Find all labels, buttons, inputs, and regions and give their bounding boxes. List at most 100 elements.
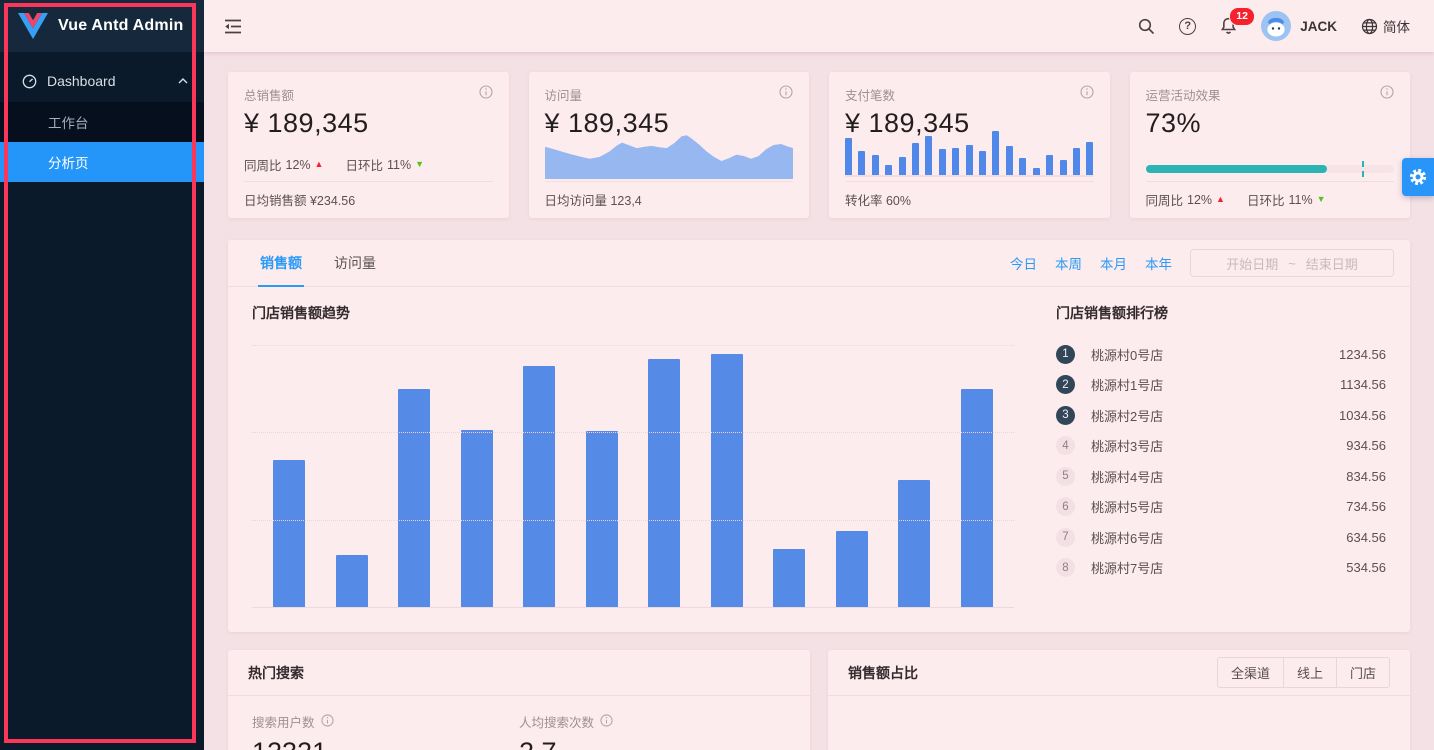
stat-footer: 转化率 60% bbox=[845, 181, 1094, 218]
mini-bar bbox=[858, 150, 866, 175]
store-sales-value: 1034.56 bbox=[1339, 407, 1386, 423]
mini-bar bbox=[845, 137, 852, 175]
bar-chart-bar bbox=[773, 548, 806, 607]
sales-ratio-card: 销售额占比 全渠道 线上 门店 事例五: 9% bbox=[828, 650, 1410, 750]
sales-ratio-title: 销售额占比 bbox=[848, 664, 918, 681]
ranking-row: 3 桃源村2号店 1034.56 bbox=[1056, 400, 1386, 431]
ranking-title: 门店销售额排行榜 bbox=[1056, 305, 1168, 321]
notification-bell-icon[interactable]: 12 bbox=[1220, 7, 1255, 35]
info-icon[interactable] bbox=[779, 85, 793, 102]
activity-progress-bar bbox=[1145, 161, 1394, 177]
store-sales-value: 534.56 bbox=[1346, 560, 1386, 576]
vue-logo-icon bbox=[18, 13, 48, 39]
rank-badge: 6 bbox=[1056, 497, 1075, 517]
filter-this-year[interactable]: 本年 bbox=[1145, 257, 1172, 272]
info-icon[interactable] bbox=[1079, 85, 1094, 102]
ranking-row: 1 桃源村0号店 1234.56 bbox=[1056, 339, 1386, 370]
ranking-row: 8 桃源村7号店 534.56 bbox=[1056, 553, 1386, 584]
info-icon[interactable] bbox=[320, 713, 334, 730]
stat-card-visits: 访问量 ¥ 189,345 日均访问量 123,4 bbox=[528, 72, 809, 218]
app-logo[interactable]: Vue Antd Admin bbox=[0, 0, 204, 52]
segment-online[interactable]: 线上 bbox=[1282, 658, 1336, 687]
info-icon[interactable] bbox=[1380, 85, 1394, 102]
date-range-picker[interactable]: 开始日期 ~ 结束日期 bbox=[1190, 249, 1394, 277]
tab-visits[interactable]: 访问量 bbox=[334, 255, 376, 271]
filter-this-month[interactable]: 本月 bbox=[1100, 257, 1127, 272]
gear-icon bbox=[1408, 167, 1428, 187]
bar-chart-bar bbox=[960, 388, 993, 607]
mini-bar bbox=[992, 131, 1000, 175]
mini-bar bbox=[952, 147, 960, 175]
search-per-user-stat: 人均搜索次数 2.7 71.2 ▼ bbox=[519, 712, 786, 750]
language-label: 简体 bbox=[1383, 20, 1410, 35]
start-date-placeholder: 开始日期 bbox=[1226, 256, 1279, 272]
store-name: 桃源村2号店 bbox=[1091, 408, 1164, 424]
ranking-panel: 门店销售额排行榜 1 桃源村0号店 1234.56 2 桃源村1号店 1134.56 3 桃源… bbox=[1014, 303, 1386, 632]
store-name: 桃源村1号店 bbox=[1091, 378, 1164, 394]
payments-bar-chart bbox=[845, 131, 1094, 177]
ranking-row: 6 桃源村5号店 734.56 bbox=[1056, 492, 1386, 523]
mini-bar bbox=[1046, 155, 1054, 175]
sales-panel: 销售额 访问量 今日 本周 本月 本年 开始日期 ~ 结束日期 门店销售额趋势 bbox=[228, 240, 1410, 632]
mini-bar bbox=[965, 145, 973, 175]
trend-arrow-icon: ▼ bbox=[415, 159, 424, 169]
stat-card-total-sales: 总销售额 ¥ 189,345 同周比 12% ▲ 日环比 bbox=[228, 72, 509, 218]
end-date-placeholder: 结束日期 bbox=[1305, 256, 1358, 272]
help-icon[interactable]: ? bbox=[1179, 17, 1197, 35]
mini-bar bbox=[1005, 146, 1013, 175]
store-name: 桃源村4号店 bbox=[1091, 469, 1164, 485]
sales-tabs-bar: 销售额 访问量 今日 本周 本月 本年 开始日期 ~ 结束日期 bbox=[228, 240, 1410, 287]
segment-stores[interactable]: 门店 bbox=[1335, 658, 1389, 687]
tab-sales[interactable]: 销售额 bbox=[244, 240, 318, 287]
rank-badge: 7 bbox=[1056, 527, 1075, 547]
segment-all-channels[interactable]: 全渠道 bbox=[1230, 666, 1270, 681]
trend-arrow-icon: ▲ bbox=[314, 159, 324, 169]
mini-bar bbox=[1086, 142, 1094, 175]
sidebar-item-label: Dashboard bbox=[47, 73, 116, 89]
main-content: 总销售额 ¥ 189,345 同周比 12% ▲ 日环比 bbox=[204, 52, 1434, 750]
chart-title: 门店销售额趋势 bbox=[252, 305, 350, 321]
bar-chart-bar bbox=[648, 358, 681, 607]
ranking-row: 5 桃源村4号店 834.56 bbox=[1056, 461, 1386, 492]
user-menu[interactable]: JACK bbox=[1261, 11, 1337, 41]
rank-badge: 8 bbox=[1056, 558, 1075, 578]
mini-bar bbox=[938, 148, 946, 175]
rank-badge: 5 bbox=[1056, 466, 1075, 486]
store-sales-value: 1134.56 bbox=[1339, 377, 1386, 393]
stat-footer: 同周比 12% ▲ 日环比 11% ▼ bbox=[1145, 181, 1394, 218]
app-title: Vue Antd Admin bbox=[58, 17, 184, 34]
stat-value: ¥ 189,345 bbox=[244, 108, 369, 138]
filter-today[interactable]: 今日 bbox=[1010, 257, 1037, 272]
sidebar: Vue Antd Admin Dashboard 工作台 分析页 bbox=[0, 0, 204, 750]
menu-fold-icon[interactable] bbox=[224, 19, 242, 34]
sidebar-item-workplace[interactable]: 工作台 bbox=[48, 116, 89, 131]
rank-badge: 3 bbox=[1056, 405, 1075, 425]
stat-card-row: 总销售额 ¥ 189,345 同周比 12% ▲ 日环比 bbox=[228, 72, 1410, 218]
info-icon[interactable] bbox=[600, 713, 613, 730]
stat-title: 总销售额 bbox=[244, 89, 295, 103]
store-sales-value: 834.56 bbox=[1346, 468, 1386, 484]
sidebar-item-dashboard[interactable]: Dashboard bbox=[0, 60, 204, 102]
store-sales-value: 1234.56 bbox=[1339, 346, 1386, 362]
info-icon[interactable] bbox=[478, 85, 493, 102]
ranking-row: 4 桃源村3号店 934.56 bbox=[1056, 431, 1386, 462]
bar-chart-bar bbox=[460, 429, 493, 607]
search-icon[interactable] bbox=[1138, 18, 1155, 35]
mini-bar bbox=[1072, 147, 1080, 175]
bar-chart-bar bbox=[898, 479, 931, 607]
store-name: 桃源村3号店 bbox=[1091, 439, 1164, 455]
language-switcher[interactable]: 简体 bbox=[1361, 16, 1410, 36]
trend-arrow-icon: ▼ bbox=[1316, 194, 1326, 204]
visits-area-chart bbox=[544, 133, 793, 179]
settings-button[interactable] bbox=[1402, 158, 1434, 196]
bar-chart-bar bbox=[335, 555, 368, 607]
stat-value: 73% bbox=[1145, 108, 1202, 138]
mini-bar bbox=[1032, 168, 1040, 175]
mini-bar bbox=[1019, 158, 1027, 175]
store-name: 桃源村7号店 bbox=[1091, 561, 1164, 577]
sidebar-item-analysis[interactable]: 分析页 bbox=[0, 142, 204, 182]
mini-bar bbox=[912, 143, 920, 175]
filter-this-week[interactable]: 本周 bbox=[1055, 257, 1082, 272]
bar-chart-bar bbox=[710, 353, 743, 607]
stat-card-activity: 运营活动效果 73% 同周比 12% ▲ bbox=[1129, 72, 1410, 218]
